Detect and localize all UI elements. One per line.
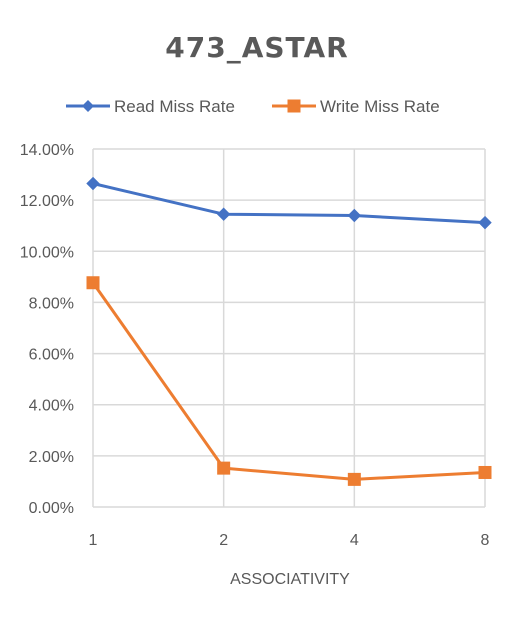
x-axis-ticks: 1 2 4 8 [89,532,490,549]
gridlines [92,148,486,508]
legend-item: Read Miss Rate [66,97,235,116]
legend-label: Read Miss Rate [114,97,235,116]
legend: Read Miss Rate Write Miss Rate [66,97,440,116]
data-point [347,472,361,486]
x-tick-label: 1 [89,532,98,549]
y-tick-label: 12.00% [20,193,74,210]
legend-item: Write Miss Rate [272,97,440,116]
y-tick-label: 4.00% [29,398,74,415]
series-layer [86,176,492,486]
legend-marker [287,99,301,113]
data-point [86,176,100,191]
data-point [478,465,492,479]
y-tick-label: 14.00% [20,142,74,159]
data-point [216,207,231,221]
series-read-miss-rate [86,176,492,230]
series-line [91,182,487,225]
x-tick-label: 2 [219,532,228,549]
data-point [478,215,492,230]
y-tick-label: 10.00% [20,244,74,261]
y-tick-label: 0.00% [29,500,74,517]
x-tick-label: 8 [481,532,490,549]
y-axis-ticks: 0.00% 2.00% 4.00% 6.00% 8.00% 10.00% 12.00% 14.… [20,142,74,517]
data-point [86,276,100,290]
x-tick-label: 4 [350,532,359,549]
legend-label: Write Miss Rate [320,97,440,116]
data-point [347,208,362,223]
y-tick-label: 6.00% [29,347,74,364]
series-line [91,281,487,481]
legend-marker [82,100,94,112]
x-axis-title: ASSOCIATIVITY [230,571,350,588]
data-point [217,461,231,475]
series-write-miss-rate [86,276,492,486]
chart-title: 473_ASTAR [165,31,348,64]
y-tick-label: 8.00% [29,295,74,312]
y-tick-label: 2.00% [29,449,74,466]
